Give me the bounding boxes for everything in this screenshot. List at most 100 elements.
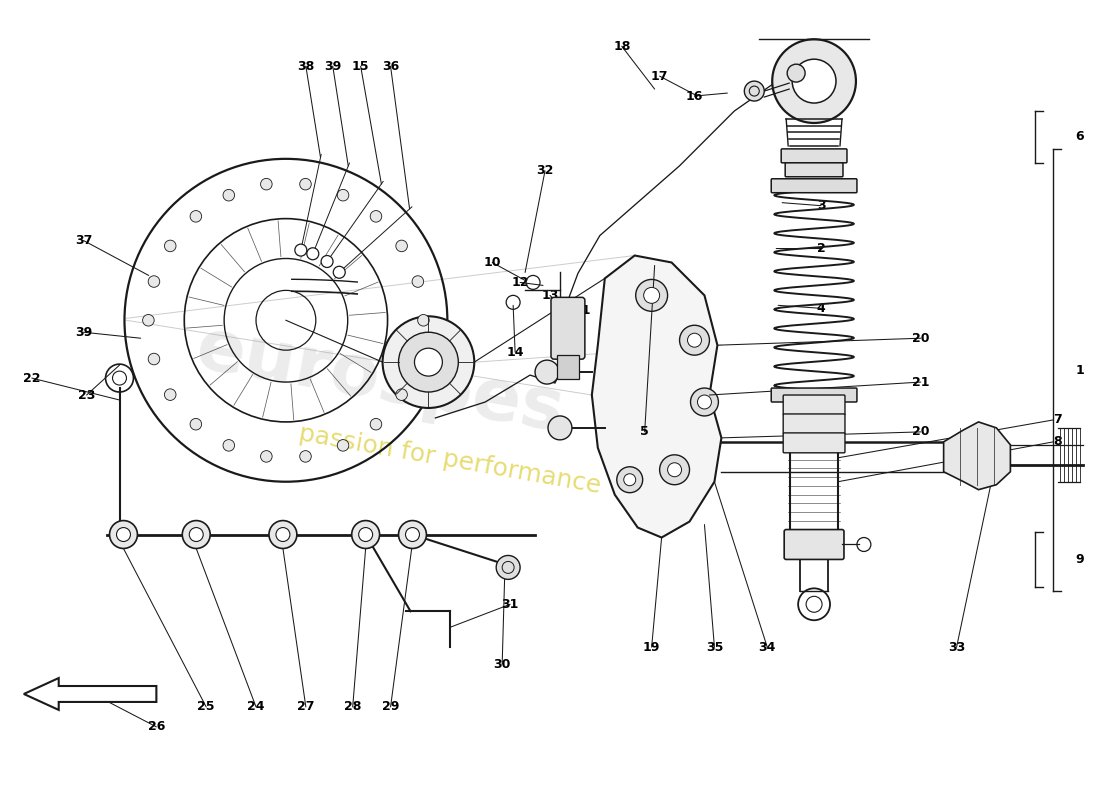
Circle shape xyxy=(688,334,702,347)
Circle shape xyxy=(371,418,382,430)
Text: 15: 15 xyxy=(352,60,370,73)
Text: 11: 11 xyxy=(573,304,591,317)
Text: 26: 26 xyxy=(147,720,165,734)
Circle shape xyxy=(680,326,710,355)
Text: 27: 27 xyxy=(297,701,315,714)
Circle shape xyxy=(668,462,682,477)
Text: 6: 6 xyxy=(1075,130,1084,143)
Circle shape xyxy=(548,416,572,440)
Circle shape xyxy=(792,59,836,103)
Text: 8: 8 xyxy=(1053,435,1062,448)
Circle shape xyxy=(624,474,636,486)
FancyBboxPatch shape xyxy=(783,395,845,415)
Text: 23: 23 xyxy=(78,389,96,402)
Circle shape xyxy=(299,450,311,462)
Text: 17: 17 xyxy=(651,70,669,82)
FancyBboxPatch shape xyxy=(557,355,579,379)
Circle shape xyxy=(270,521,297,549)
Text: 30: 30 xyxy=(494,658,510,670)
Circle shape xyxy=(496,555,520,579)
Circle shape xyxy=(396,389,407,401)
FancyBboxPatch shape xyxy=(783,414,845,434)
Circle shape xyxy=(333,266,345,278)
Circle shape xyxy=(190,418,201,430)
Text: 33: 33 xyxy=(948,641,965,654)
Circle shape xyxy=(190,210,201,222)
Circle shape xyxy=(788,64,805,82)
Circle shape xyxy=(745,81,764,101)
Circle shape xyxy=(359,527,373,542)
Circle shape xyxy=(307,248,319,260)
Polygon shape xyxy=(592,255,722,538)
Text: 18: 18 xyxy=(613,40,630,53)
Text: 38: 38 xyxy=(297,60,315,73)
Circle shape xyxy=(371,210,382,222)
Text: 31: 31 xyxy=(502,598,519,610)
Text: 7: 7 xyxy=(1053,414,1062,426)
Circle shape xyxy=(383,316,474,408)
Circle shape xyxy=(223,190,234,201)
Circle shape xyxy=(117,527,131,542)
Circle shape xyxy=(321,255,333,267)
Text: 4: 4 xyxy=(816,302,825,315)
Text: 3: 3 xyxy=(816,199,825,212)
Circle shape xyxy=(110,521,138,549)
Circle shape xyxy=(352,521,379,549)
Circle shape xyxy=(396,240,407,252)
Text: 29: 29 xyxy=(382,701,399,714)
Circle shape xyxy=(415,348,442,376)
Text: 16: 16 xyxy=(685,90,703,102)
Circle shape xyxy=(165,389,176,401)
Circle shape xyxy=(535,360,559,384)
Text: 21: 21 xyxy=(912,375,930,389)
Text: 19: 19 xyxy=(644,641,660,654)
Circle shape xyxy=(295,244,307,256)
Text: 36: 36 xyxy=(382,60,399,73)
Circle shape xyxy=(338,190,349,201)
Text: 1: 1 xyxy=(1075,364,1084,377)
Circle shape xyxy=(660,455,690,485)
FancyBboxPatch shape xyxy=(771,178,857,193)
Polygon shape xyxy=(944,422,1011,490)
Text: 2: 2 xyxy=(816,242,825,255)
FancyBboxPatch shape xyxy=(783,433,845,453)
Circle shape xyxy=(143,314,154,326)
Circle shape xyxy=(165,240,176,252)
Text: 39: 39 xyxy=(324,60,341,73)
Circle shape xyxy=(691,388,718,416)
Circle shape xyxy=(148,354,159,365)
Text: 9: 9 xyxy=(1075,553,1084,566)
Text: 39: 39 xyxy=(75,326,92,338)
Circle shape xyxy=(406,527,419,542)
Circle shape xyxy=(223,439,234,451)
Text: 14: 14 xyxy=(506,346,524,358)
Circle shape xyxy=(617,466,642,493)
Circle shape xyxy=(299,178,311,190)
Circle shape xyxy=(697,395,712,409)
FancyBboxPatch shape xyxy=(785,163,843,177)
Text: 10: 10 xyxy=(484,256,500,269)
Text: 25: 25 xyxy=(197,701,215,714)
Circle shape xyxy=(412,354,424,365)
Text: eurospes: eurospes xyxy=(191,314,570,446)
Text: 28: 28 xyxy=(344,701,362,714)
Text: 32: 32 xyxy=(537,164,553,178)
Circle shape xyxy=(418,314,429,326)
Circle shape xyxy=(276,527,290,542)
Circle shape xyxy=(338,439,349,451)
Text: 34: 34 xyxy=(759,641,775,654)
FancyBboxPatch shape xyxy=(551,298,585,359)
Circle shape xyxy=(189,527,204,542)
Circle shape xyxy=(261,450,272,462)
Circle shape xyxy=(261,178,272,190)
Text: 22: 22 xyxy=(23,371,41,385)
Circle shape xyxy=(644,287,660,303)
Text: passion for performance: passion for performance xyxy=(297,422,603,498)
Polygon shape xyxy=(24,678,156,710)
Circle shape xyxy=(398,332,459,392)
Circle shape xyxy=(148,276,159,287)
Text: 24: 24 xyxy=(248,701,265,714)
Text: 20: 20 xyxy=(912,426,930,438)
Circle shape xyxy=(412,276,424,287)
Text: 5: 5 xyxy=(640,426,649,438)
